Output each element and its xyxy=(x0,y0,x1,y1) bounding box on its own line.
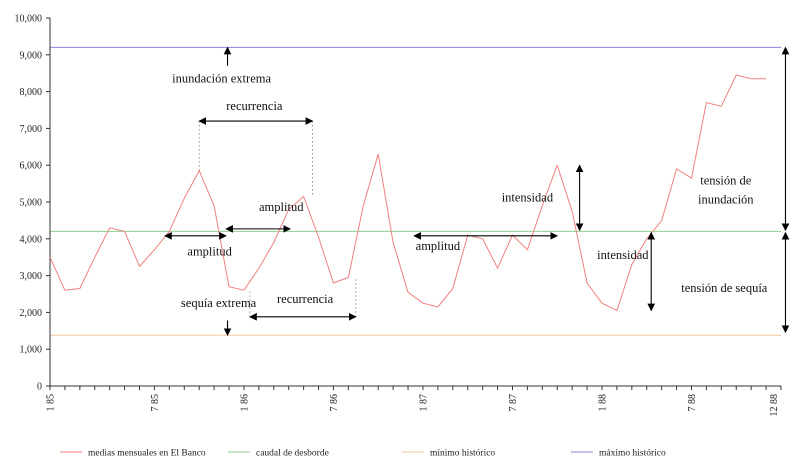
x-tick-label: 1 88 xyxy=(597,394,608,412)
x-tick-label: 1 87 xyxy=(418,394,429,412)
annotations: inundación extrema recurrencia amplitud amp… xyxy=(172,71,768,309)
x-tick-label: 1 86 xyxy=(239,394,250,412)
y-tick-label: 5,000 xyxy=(20,198,43,209)
x-tick-label: 12 88 xyxy=(769,394,780,417)
data-series xyxy=(49,74,767,312)
annotation-label: amplitud xyxy=(187,244,232,258)
reference-lines xyxy=(50,46,781,336)
annotation-label: inundación xyxy=(698,192,754,206)
y-tick-label: 3,000 xyxy=(20,271,43,282)
arrows xyxy=(164,46,790,336)
annotation-label: intensidad xyxy=(502,190,554,204)
annotation-label: sequía extrema xyxy=(181,296,257,310)
x-tick-label: 7 85 xyxy=(150,394,161,412)
annotation-label: tensión de sequía xyxy=(681,281,768,295)
x-tick-label: 7 86 xyxy=(329,394,340,412)
y-tick-label: 1,000 xyxy=(20,345,43,356)
annotation-label: amplitud xyxy=(259,200,304,214)
legend-label: caudal de desborde xyxy=(256,449,329,459)
legend-label: medias mensuales en El Banco xyxy=(88,449,206,459)
annotation-label: intensidad xyxy=(597,248,649,262)
y-tick-label: 4,000 xyxy=(20,234,43,245)
dotted-guides xyxy=(198,121,357,317)
series-line-medias xyxy=(49,74,767,312)
x-tick-label: 1 85 xyxy=(46,394,57,412)
y-tick-label: 2,000 xyxy=(20,308,43,319)
annotation-label: amplitud xyxy=(416,239,461,253)
x-tick-label: 7 87 xyxy=(508,394,519,412)
legend-label: mínimo histórico xyxy=(430,449,495,459)
annotation-label: tensión de xyxy=(700,173,751,187)
annotation-label: recurrencia xyxy=(277,292,334,306)
y-tick-label: 6,000 xyxy=(20,161,43,172)
y-tick-label: 10,000 xyxy=(15,14,43,25)
y-tick-label: 8,000 xyxy=(20,87,43,98)
y-tick-label: 9,000 xyxy=(20,50,43,61)
annotation-label: inundación extrema xyxy=(172,71,271,85)
x-tick-label: 7 88 xyxy=(687,394,698,412)
legend-label: máximo histórico xyxy=(599,449,666,459)
y-tick-label: 0 xyxy=(37,382,42,393)
axes: 0 1,000 2,000 3,000 4,000 5,000 6,000 7,000 8,00… xyxy=(15,14,782,417)
legend: medias mensuales en El Banco caudal de de… xyxy=(60,449,666,459)
y-tick-label: 7,000 xyxy=(20,124,43,135)
annotation-label: recurrencia xyxy=(226,99,283,113)
